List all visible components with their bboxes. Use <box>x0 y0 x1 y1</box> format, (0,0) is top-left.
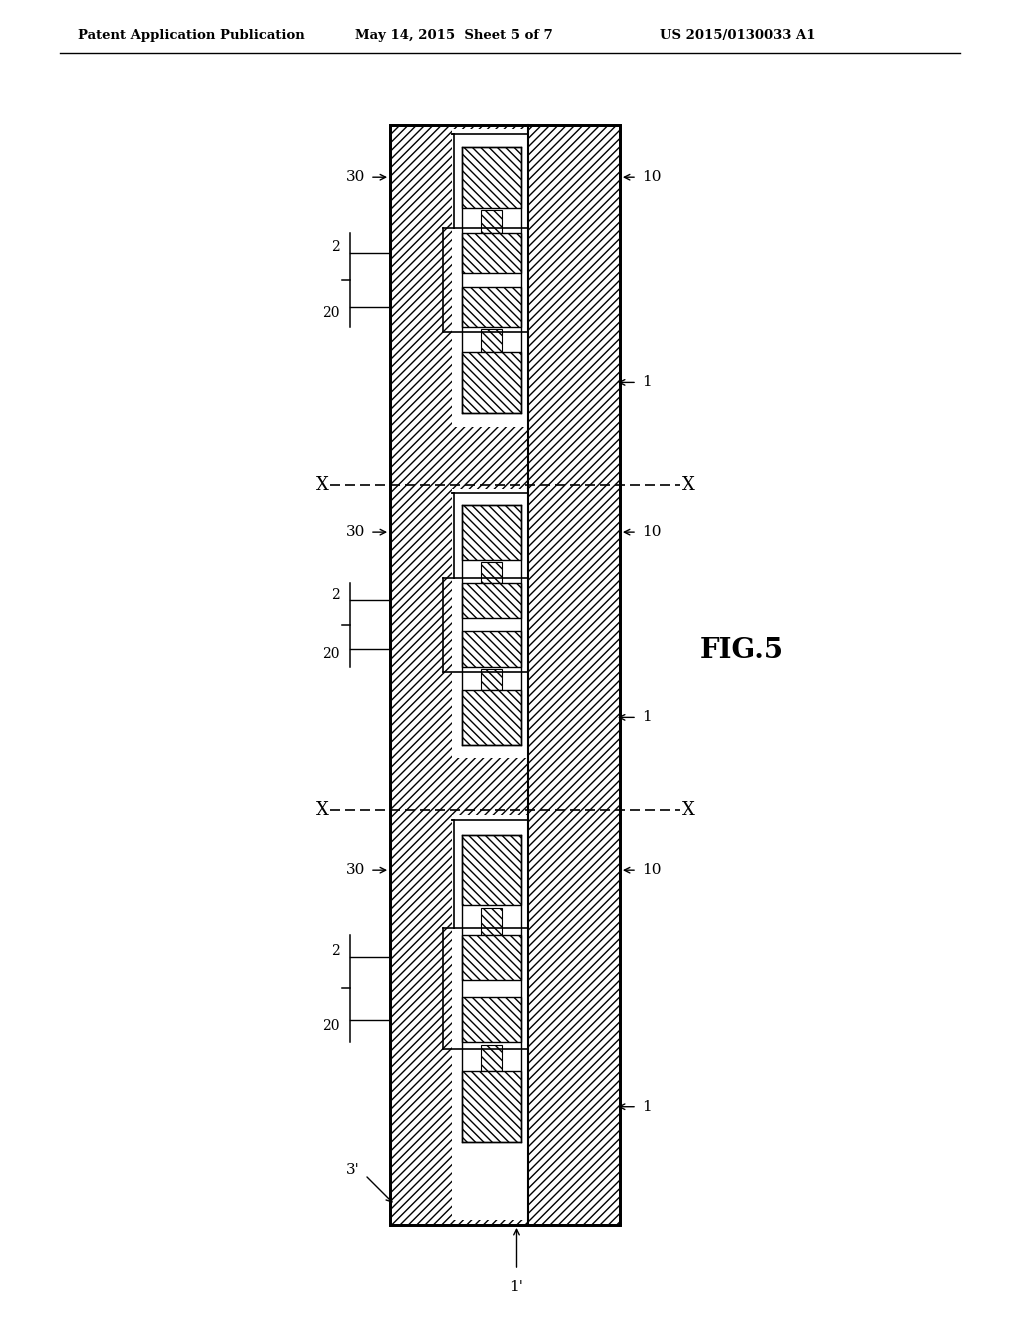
Bar <box>462 690 521 744</box>
Text: 10: 10 <box>642 525 662 539</box>
Bar <box>528 125 620 1225</box>
Text: 10: 10 <box>642 863 662 878</box>
Bar <box>462 935 521 981</box>
Text: 20: 20 <box>323 647 340 661</box>
Bar <box>462 582 521 618</box>
Bar <box>390 125 528 1225</box>
Text: May 14, 2015  Sheet 5 of 7: May 14, 2015 Sheet 5 of 7 <box>355 29 553 41</box>
Bar <box>462 147 521 207</box>
Text: X: X <box>682 477 694 494</box>
Text: 30: 30 <box>346 525 365 539</box>
Text: 3': 3' <box>346 1163 360 1177</box>
Text: FIG.5: FIG.5 <box>700 636 784 664</box>
Text: 30: 30 <box>346 863 365 878</box>
Bar <box>462 631 521 667</box>
Bar <box>390 125 620 1225</box>
Text: 30: 30 <box>346 170 365 185</box>
Text: 2: 2 <box>331 240 340 253</box>
Bar <box>462 1072 521 1142</box>
Bar <box>481 669 502 690</box>
Text: 2: 2 <box>331 589 340 602</box>
Text: 20: 20 <box>323 305 340 319</box>
Text: 10: 10 <box>642 170 662 185</box>
Text: 1: 1 <box>642 710 651 725</box>
Text: 1': 1' <box>510 1280 523 1294</box>
Text: X: X <box>315 801 329 818</box>
Bar <box>481 329 502 352</box>
Bar <box>481 908 502 935</box>
Bar <box>390 125 620 1225</box>
Text: 1: 1 <box>642 1100 651 1114</box>
Text: Patent Application Publication: Patent Application Publication <box>78 29 305 41</box>
Text: 2: 2 <box>331 944 340 958</box>
Bar <box>462 286 521 326</box>
Text: X: X <box>682 801 694 818</box>
Bar <box>452 488 529 758</box>
Bar <box>481 1045 502 1072</box>
Bar <box>481 562 502 582</box>
Bar <box>462 997 521 1043</box>
Bar <box>462 352 521 413</box>
Bar <box>462 504 521 560</box>
Bar <box>452 814 529 1220</box>
Text: 1: 1 <box>642 375 651 389</box>
Text: US 2015/0130033 A1: US 2015/0130033 A1 <box>660 29 815 41</box>
Bar <box>452 129 529 428</box>
Text: 20: 20 <box>323 1019 340 1034</box>
Text: X: X <box>315 477 329 494</box>
Bar <box>481 210 502 234</box>
Bar <box>462 234 521 273</box>
Bar <box>462 836 521 906</box>
